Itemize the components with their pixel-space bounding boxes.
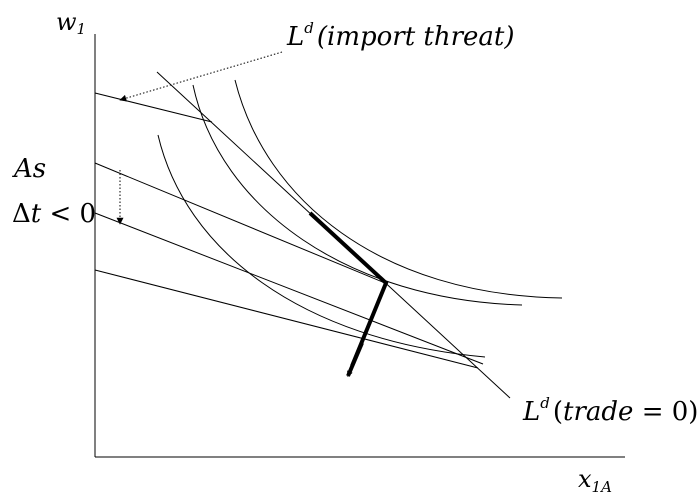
- trade-zero-label: Ld (trade = 0): [522, 394, 698, 427]
- as-label: As: [12, 154, 46, 184]
- price-line-1: [95, 93, 212, 122]
- x-axis-label: x1A: [578, 465, 612, 495]
- price-line-4: [95, 270, 478, 368]
- delta-t-label: Δt < 0: [12, 199, 96, 229]
- import-threat-pointer: [120, 52, 282, 100]
- curve-1: [158, 135, 485, 357]
- y-axis-label: w1: [56, 8, 86, 38]
- bold-adjustment-path: [310, 213, 386, 366]
- bold-arrow: [348, 343, 362, 376]
- price-line-3: [95, 213, 483, 364]
- import-threat-label: Ld (import threat): [286, 19, 515, 52]
